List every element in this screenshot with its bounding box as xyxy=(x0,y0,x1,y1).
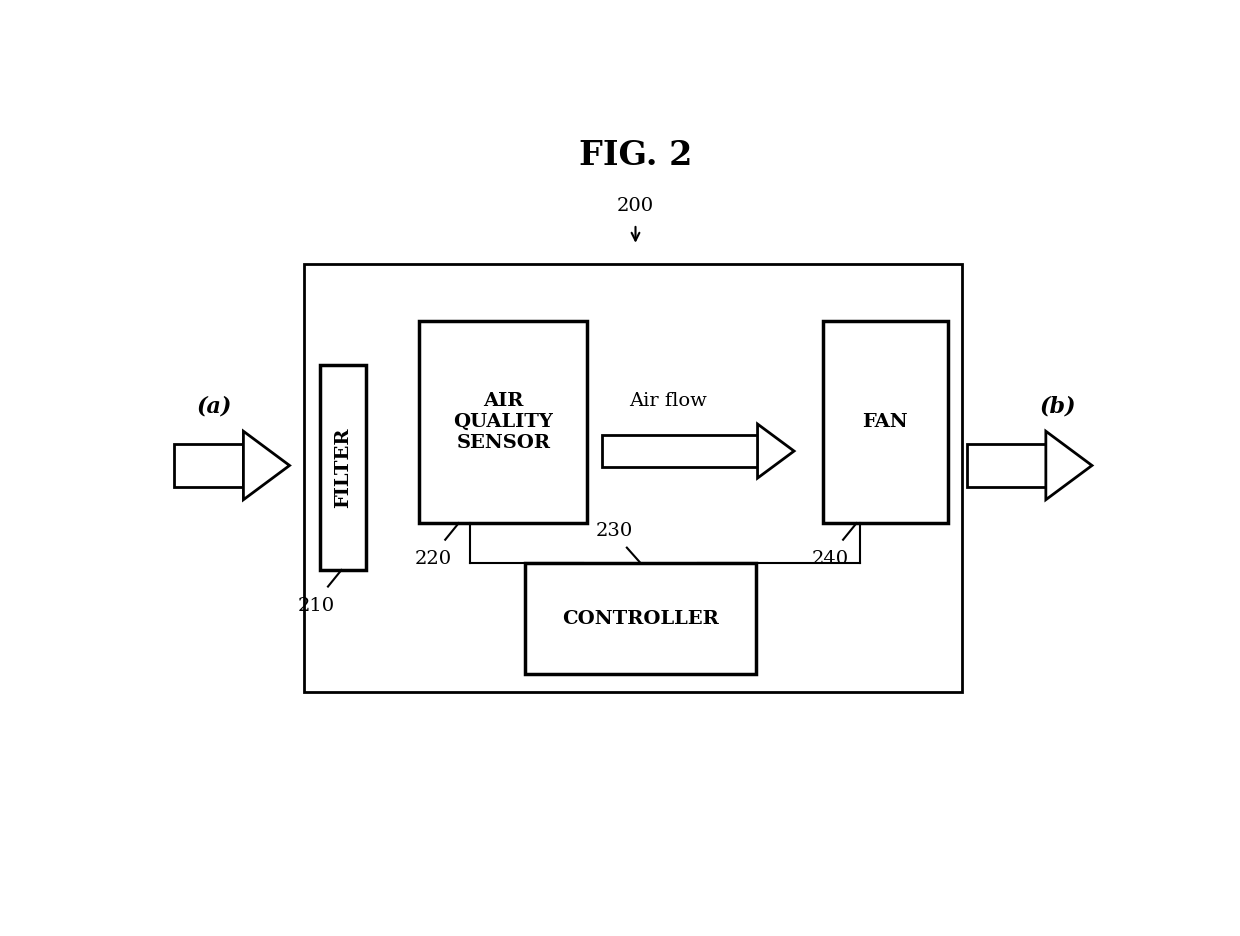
Bar xyxy=(304,264,962,693)
Text: AIR
QUALITY
SENSOR: AIR QUALITY SENSOR xyxy=(454,392,553,452)
Bar xyxy=(174,444,243,487)
Text: 200: 200 xyxy=(618,197,653,215)
Text: 210: 210 xyxy=(298,596,335,615)
Bar xyxy=(525,563,755,675)
Bar xyxy=(967,444,1045,487)
Text: 230: 230 xyxy=(595,521,632,540)
Text: CONTROLLER: CONTROLLER xyxy=(562,609,719,628)
Text: 240: 240 xyxy=(812,549,849,568)
Text: FILTER: FILTER xyxy=(335,427,352,507)
Bar xyxy=(823,321,947,523)
Polygon shape xyxy=(1045,431,1092,500)
Text: FIG. 2: FIG. 2 xyxy=(579,139,692,172)
Text: 220: 220 xyxy=(415,549,453,568)
Bar xyxy=(419,321,588,523)
Text: (a): (a) xyxy=(197,395,232,417)
Polygon shape xyxy=(758,424,794,478)
Bar xyxy=(320,365,367,570)
Bar xyxy=(601,435,758,467)
Polygon shape xyxy=(243,431,289,500)
Text: (b): (b) xyxy=(1040,395,1076,417)
Text: Air flow: Air flow xyxy=(629,391,707,410)
Text: FAN: FAN xyxy=(863,413,908,431)
